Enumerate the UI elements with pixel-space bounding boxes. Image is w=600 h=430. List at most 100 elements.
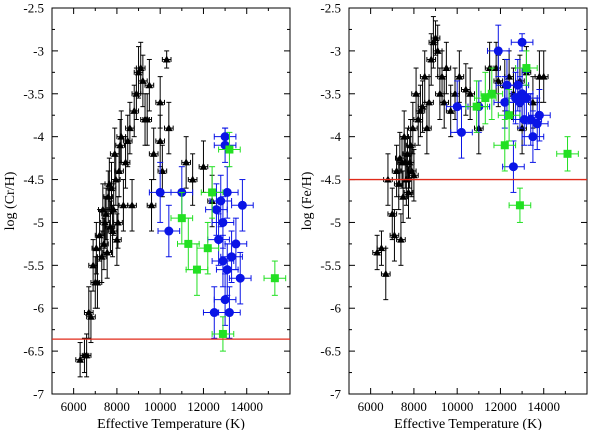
- circle-point: [534, 110, 544, 120]
- square-point: [515, 201, 524, 210]
- x-tick-label: 8000: [104, 399, 130, 414]
- y-axis-title: log (Cr/H): [3, 171, 18, 230]
- square-point: [192, 265, 201, 274]
- y-tick-label: -6.5: [23, 344, 44, 359]
- circle-point: [457, 127, 467, 137]
- plot-frame: [51, 7, 291, 395]
- x-axis-title: Effective Temperature (K): [394, 417, 542, 430]
- y-tick-label: -3: [33, 43, 44, 58]
- triangle-point: [116, 141, 124, 149]
- square-point: [505, 111, 514, 120]
- circle-point: [211, 205, 221, 215]
- x-tick-label: 10000: [144, 399, 177, 414]
- square-point: [203, 244, 212, 253]
- square-point: [500, 141, 509, 150]
- square-point: [225, 145, 234, 154]
- circle-point: [237, 200, 247, 210]
- triangle-point: [139, 76, 147, 84]
- triangle-point: [156, 136, 164, 144]
- circle-point: [164, 226, 174, 236]
- triangle-point: [119, 201, 128, 209]
- y-tick-label: -7: [330, 387, 341, 402]
- y-tick-label: -5.5: [23, 258, 44, 273]
- x-tick-label: 10000: [441, 399, 474, 414]
- circle-point: [517, 37, 527, 47]
- x-tick-label: 12000: [187, 399, 220, 414]
- triangle-point: [104, 192, 113, 200]
- triangle-point: [390, 231, 399, 239]
- square-point: [177, 214, 186, 223]
- y-tick-label: -6: [33, 301, 44, 316]
- y-tick-label: -6: [330, 301, 341, 316]
- circle-point: [224, 308, 234, 318]
- y-tick-label: -2.5: [23, 1, 44, 16]
- triangle-point: [109, 205, 118, 213]
- triangle-point: [112, 175, 120, 183]
- triangle-point: [145, 81, 154, 89]
- circle-point: [209, 308, 219, 318]
- triangle-point: [440, 98, 448, 106]
- triangle-point: [442, 64, 451, 72]
- circle-point: [218, 217, 228, 227]
- circle-point: [532, 119, 542, 129]
- circle-point: [493, 46, 503, 56]
- circle-point: [231, 239, 241, 249]
- square-point: [487, 89, 496, 98]
- triangle-point: [108, 227, 117, 235]
- triangle-point: [462, 85, 470, 93]
- triangle-point: [397, 235, 405, 243]
- triangle-point: [113, 235, 121, 243]
- triangle-point: [156, 98, 164, 106]
- triangle-point: [446, 106, 455, 114]
- triangle-point: [494, 76, 503, 84]
- triangle-point: [539, 72, 548, 80]
- circle-point: [508, 162, 518, 172]
- triangle-point: [404, 188, 413, 196]
- triangle-point: [101, 218, 109, 226]
- triangle-point: [117, 132, 126, 140]
- circle-point: [235, 273, 245, 283]
- square-point: [472, 102, 481, 111]
- square-point: [218, 329, 227, 338]
- triangle-point: [162, 55, 171, 63]
- circle-point: [222, 187, 232, 197]
- y-tick-label: -6.5: [320, 344, 341, 359]
- triangle-point: [188, 175, 197, 183]
- data-layer: [372, 16, 579, 301]
- x-tick-label: 14000: [230, 399, 263, 414]
- y-tick-label: -4: [330, 129, 341, 144]
- triangle-point: [182, 158, 190, 166]
- y-axis-title: log (Fe/H): [300, 171, 315, 230]
- y-tick-label: -3.5: [23, 86, 44, 101]
- circle-point: [452, 102, 462, 112]
- square-point: [563, 149, 572, 158]
- y-tick-label: -5: [33, 215, 44, 230]
- x-tick-label: 8000: [401, 399, 427, 414]
- x-axis-title: Effective Temperature (K): [97, 417, 245, 430]
- circle-point: [521, 93, 531, 103]
- triangle-point: [410, 171, 418, 179]
- triangle-point: [103, 248, 111, 256]
- triangle-point: [92, 244, 101, 252]
- data-layer: [75, 41, 287, 378]
- x-tick-label: 6000: [61, 399, 87, 414]
- square-point: [208, 188, 217, 197]
- triangle-point: [126, 124, 134, 132]
- y-tick-label: -3.5: [320, 86, 341, 101]
- circle-point: [513, 80, 523, 90]
- triangle-point: [409, 124, 417, 132]
- triangle-point: [418, 102, 427, 110]
- triangle-point: [373, 248, 381, 256]
- y-tick-label: -7: [33, 387, 44, 402]
- triangle-point: [420, 72, 429, 80]
- y-tick-label: -3: [330, 43, 341, 58]
- circle-point: [528, 132, 538, 142]
- circle-point: [214, 235, 224, 245]
- triangle-point: [87, 312, 95, 320]
- x-tick-label: 12000: [484, 399, 517, 414]
- triangle-point: [76, 355, 84, 363]
- y-tick-label: -4.5: [23, 172, 44, 187]
- triangle-point: [381, 269, 390, 277]
- triangle-point: [399, 192, 407, 200]
